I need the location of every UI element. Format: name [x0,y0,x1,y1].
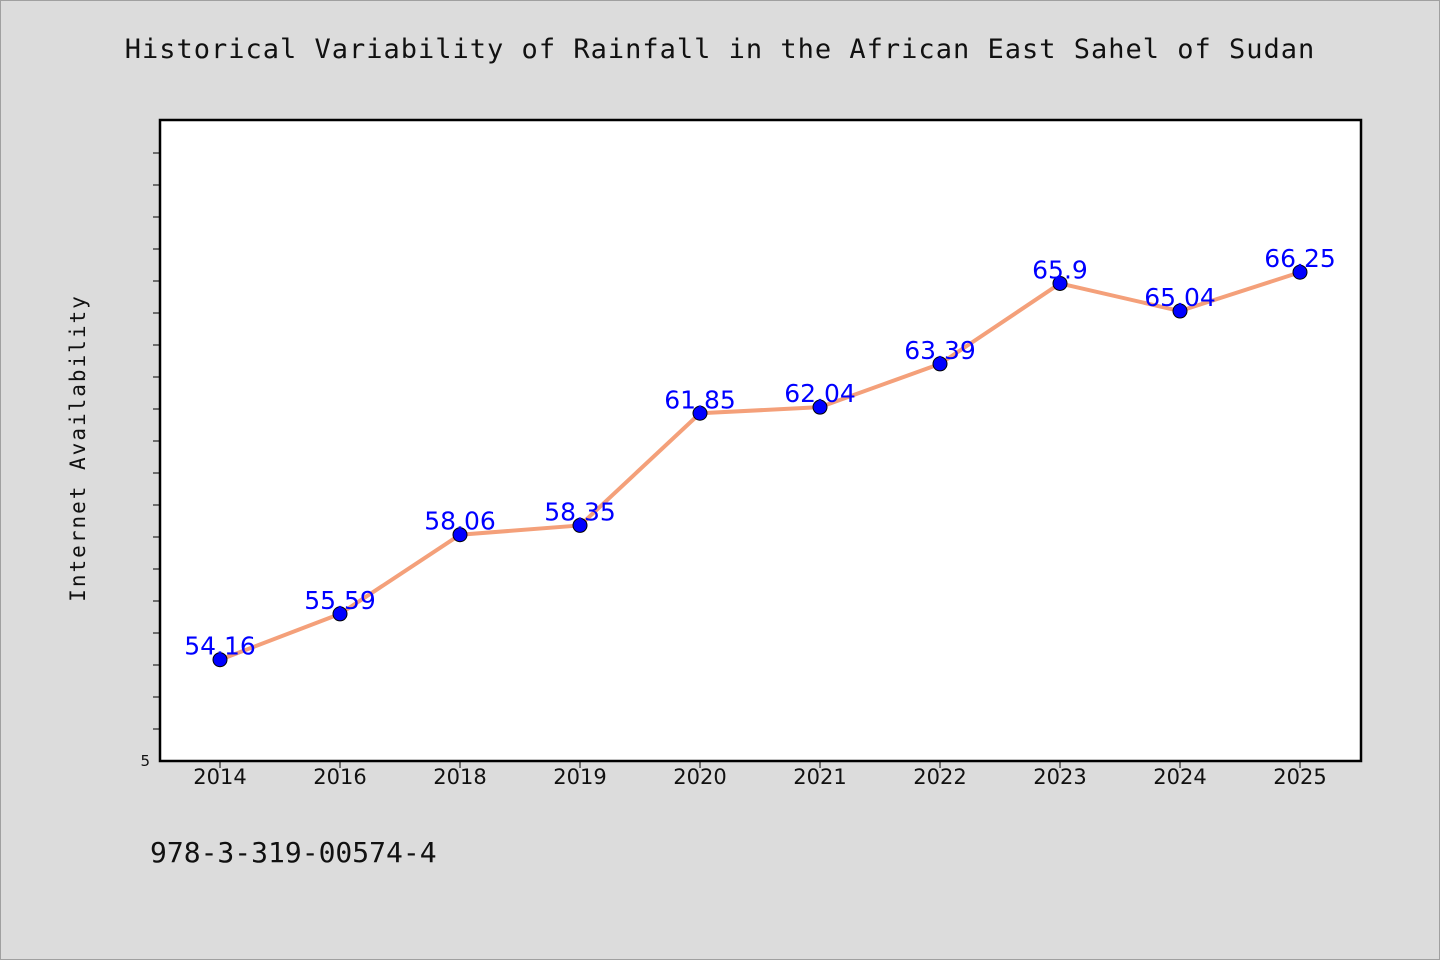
data-point [1172,303,1188,319]
data-point [1292,264,1308,280]
x-tick-label: 2016 [313,765,366,789]
data-label: 65.04 [1144,283,1216,312]
plot-area [158,118,1363,763]
series-layer [212,264,1308,668]
y-axis-ticks: 5 [140,152,160,770]
x-tick-label: 2014 [193,765,246,789]
x-tick-label: 2022 [913,765,966,789]
data-label-layer: 54.16 55.59 58.06 58.35 61.85 62.04 63.39 65.9 6… [184,244,1336,660]
chart-title: Historical Variability of Rainfall in th… [124,34,1316,65]
x-tick-label: 2021 [793,765,846,789]
footnote-isbn: 978-3-319-00574-4 [150,836,437,869]
data-point [212,652,228,668]
x-tick-label: 2023 [1033,765,1086,789]
data-point [692,405,708,421]
data-point [572,517,588,533]
x-tick-label: 2025 [1273,765,1326,789]
x-tick-label: 2024 [1153,765,1206,789]
data-label: 58.06 [424,507,496,536]
data-label: 63.39 [904,336,976,365]
data-point [452,527,468,543]
series-line [218,270,1302,662]
data-label: 65.9 [1032,255,1088,284]
x-axis-ticks: 2014 2016 2018 2019 2020 2021 2022 2023 2024 2025 [193,761,1327,789]
data-point [932,356,948,372]
data-label: 66.25 [1264,244,1336,273]
data-label: 62.04 [784,379,856,408]
data-label: 55.59 [304,586,376,615]
y-tick-label: 5 [140,752,150,770]
x-tick-label: 2019 [553,765,606,789]
data-label: 61.85 [664,385,736,414]
data-point [812,399,828,415]
x-tick-label: 2018 [433,765,486,789]
data-label: 58.35 [544,497,616,526]
data-label: 54.16 [184,632,256,661]
x-tick-label: 2020 [673,765,726,789]
data-point [1052,275,1068,291]
data-point [332,606,348,622]
